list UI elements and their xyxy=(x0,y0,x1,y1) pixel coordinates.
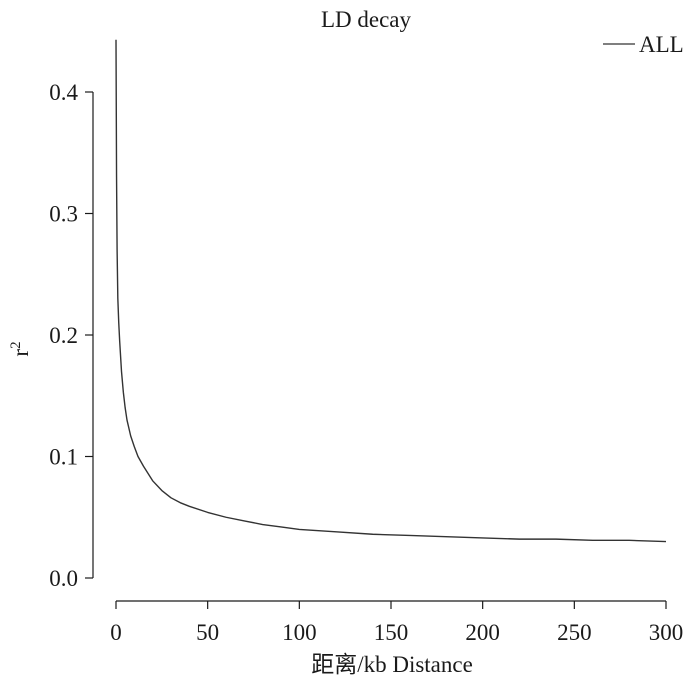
y-tick-label: 0.3 xyxy=(49,202,78,227)
series-line-all xyxy=(115,39,667,543)
x-tick-label: 100 xyxy=(282,620,317,645)
y-axis-label-superscript: 2 xyxy=(8,341,24,349)
plot-area xyxy=(115,39,667,543)
legend-label-all: ALL xyxy=(639,32,684,57)
x-tick-label: 300 xyxy=(649,620,684,645)
x-ticks: 0 50 100 150 200 250 300 xyxy=(110,601,683,645)
legend: ALL xyxy=(603,32,684,57)
x-tick-label: 150 xyxy=(374,620,409,645)
y-axis-label: r2 xyxy=(8,341,33,356)
y-axis-label-base: r xyxy=(8,349,33,357)
x-tick-label: 250 xyxy=(557,620,592,645)
x-axis-label: 距离/kb Distance xyxy=(311,652,473,677)
y-tick-label: 0.1 xyxy=(49,445,78,470)
y-ticks: 0.0 0.1 0.2 0.3 0.4 xyxy=(49,80,93,591)
y-tick-label: 0.2 xyxy=(49,323,78,348)
x-tick-label: 200 xyxy=(465,620,500,645)
y-tick-label: 0.0 xyxy=(49,566,78,591)
y-tick-label: 0.4 xyxy=(49,80,78,105)
x-tick-label: 0 xyxy=(110,620,122,645)
x-tick-label: 50 xyxy=(196,620,219,645)
chart-title: LD decay xyxy=(321,7,412,32)
